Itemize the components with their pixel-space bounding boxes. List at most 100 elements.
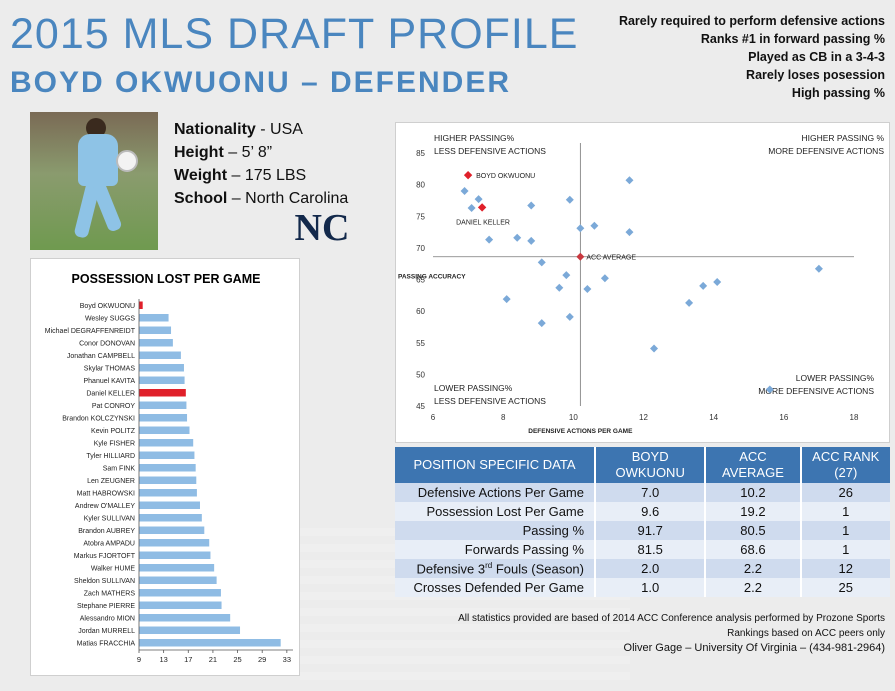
soccer-ball-icon xyxy=(116,150,138,172)
bar xyxy=(139,476,197,484)
table-row: Forwards Passing % 81.5 68.6 1 xyxy=(395,540,890,559)
data-point xyxy=(467,204,476,213)
quadrant-label: LESS DEFENSIVE ACTIONS xyxy=(434,146,546,156)
bar xyxy=(139,464,196,472)
y-tick-label: 75 xyxy=(416,212,425,221)
bar xyxy=(139,364,184,372)
table-header: ACC RANK (27) xyxy=(800,447,890,483)
highlight-item: Played as CB in a 3-4-3 xyxy=(748,50,885,64)
highlight-item: High passing % xyxy=(791,86,885,100)
category-label: Boyd OKWUONU xyxy=(80,303,135,310)
bar xyxy=(139,601,222,609)
bar xyxy=(139,426,190,434)
category-label: Kyler SULLIVAN xyxy=(84,515,135,522)
table-row-label: Passing % xyxy=(395,521,596,540)
possession-lost-chart-panel: POSSESSION LOST PER GAME Boyd OKWUONU Wesl… xyxy=(30,258,300,676)
quadrant-label: LOWER PASSING% xyxy=(796,373,875,383)
table-cell: 81.5 xyxy=(595,540,707,559)
data-point xyxy=(565,195,574,204)
bar xyxy=(139,526,205,534)
table-row: Possession Lost Per Game 9.6 19.2 1 xyxy=(395,502,890,521)
x-tick-label: 25 xyxy=(233,655,241,664)
table-cell: 1 xyxy=(800,502,890,521)
table-cell: 80.5 xyxy=(705,521,802,540)
table-cell: 2.2 xyxy=(705,578,802,597)
passing-vs-defense-scatter: 6 8 10 12 14 16 18 45 50 55 60 65 70 75 80 85 HIGHER PAS… xyxy=(398,133,884,435)
bar xyxy=(139,564,215,572)
bar xyxy=(139,626,241,634)
page-title: 2015 MLS DRAFT PROFILE xyxy=(10,10,579,58)
x-axis-label: DEFENSIVE ACTIONS PER GAME xyxy=(528,428,633,435)
bio-nationality: Nationality - USA xyxy=(174,121,303,138)
table-cell: 19.2 xyxy=(705,502,802,521)
bar xyxy=(139,314,169,322)
category-label: Daniel KELLER xyxy=(86,390,135,397)
category-label: Michael DEGRAFFENREIDT xyxy=(45,328,136,335)
category-label: Kyle FISHER xyxy=(94,440,135,447)
bar xyxy=(139,351,181,359)
scatter-chart-panel: 6 8 10 12 14 16 18 45 50 55 60 65 70 75 80 85 HIGHER PAS… xyxy=(395,122,890,443)
bar xyxy=(139,576,217,584)
data-point xyxy=(527,236,536,245)
bar xyxy=(139,326,172,334)
data-point xyxy=(814,264,823,273)
table-cell: 1 xyxy=(800,540,890,559)
y-tick-label: 50 xyxy=(416,370,425,379)
category-label: Brandon KOLCZYNSKI xyxy=(62,415,135,422)
data-point xyxy=(713,278,722,287)
table-cell: 2.0 xyxy=(595,559,707,578)
category-label: Walker HUME xyxy=(91,565,135,572)
category-label: Matt HABROWSKI xyxy=(77,490,135,497)
data-point xyxy=(590,221,599,230)
x-tick-label: 17 xyxy=(184,655,192,664)
table-cell: 91.7 xyxy=(595,521,707,540)
table-cell: 68.6 xyxy=(705,540,802,559)
x-tick-label: 6 xyxy=(431,413,436,422)
category-label: Wesley SUGGS xyxy=(85,315,135,322)
data-point xyxy=(685,298,694,307)
unc-logo: NC xyxy=(295,207,350,248)
data-point xyxy=(460,186,469,195)
table-row-label: Crosses Defended Per Game xyxy=(395,578,596,597)
category-label: Atobra AMPADU xyxy=(83,540,135,547)
category-label: Pat CONROY xyxy=(92,403,136,410)
y-tick-label: 45 xyxy=(416,402,425,411)
table-cell: 2.2 xyxy=(705,559,802,578)
bar xyxy=(139,539,210,547)
table-row: Crosses Defended Per Game 1.0 2.2 25 xyxy=(395,578,890,597)
table-row-label: Forwards Passing % xyxy=(395,540,596,559)
table-row: Defensive Actions Per Game 7.0 10.2 26 xyxy=(395,483,890,502)
data-point xyxy=(625,176,634,185)
footer: All statistics provided are based of 201… xyxy=(458,611,885,656)
y-axis-label: PASSING ACCURACY xyxy=(398,274,466,281)
x-tick-label: 13 xyxy=(159,655,167,664)
category-label: Alessandro MION xyxy=(80,615,135,622)
table-header: ACC AVERAGE xyxy=(705,447,802,483)
acc-average-label: ACC AVERAGE xyxy=(586,255,636,262)
category-label: Sheldon SULLIVAN xyxy=(74,578,135,585)
highlight-item: Rarely required to perform defensive act… xyxy=(618,14,885,28)
table-row: Passing % 91.7 80.5 1 xyxy=(395,521,890,540)
table-row-label: Defensive 3rd Fouls (Season) xyxy=(395,559,596,578)
table-row: Defensive 3rd Fouls (Season) 2.0 2.2 12 xyxy=(395,559,890,578)
data-point xyxy=(474,195,483,204)
bar xyxy=(139,501,200,509)
data-point xyxy=(625,228,634,237)
data-point xyxy=(502,295,511,304)
quadrant-label: MORE DEFENSIVE ACTIONS xyxy=(768,146,884,156)
x-tick-label: 12 xyxy=(639,413,648,422)
table-row-label: Possession Lost Per Game xyxy=(395,502,596,521)
x-tick-label: 8 xyxy=(501,413,506,422)
data-point xyxy=(537,319,546,328)
data-point xyxy=(650,344,659,353)
bio-weight: Weight – 175 LBS xyxy=(174,167,307,184)
category-label: Jonathan CAMPBELL xyxy=(67,353,135,360)
quadrant-label: LOWER PASSING% xyxy=(434,383,513,393)
data-point xyxy=(513,233,522,242)
category-label: Skylar THOMAS xyxy=(84,365,136,372)
data-point xyxy=(765,385,774,394)
table-header-row: POSITION SPECIFIC DATA BOYD OWKUONU ACC … xyxy=(395,447,890,483)
table-cell: 9.6 xyxy=(595,502,707,521)
bar xyxy=(139,489,197,497)
bar xyxy=(139,339,173,347)
